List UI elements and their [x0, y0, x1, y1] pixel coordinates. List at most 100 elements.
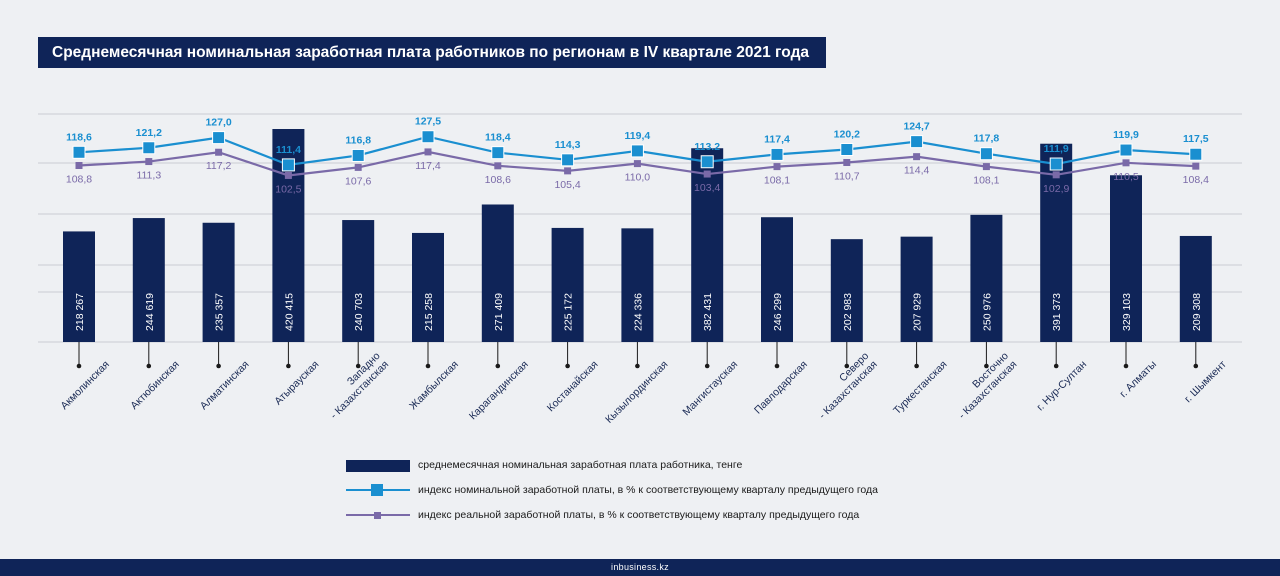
real-index-marker	[913, 153, 921, 161]
real-index-label: 107,6	[345, 175, 371, 187]
category-label: г. Нур-Султан	[1034, 358, 1089, 413]
nominal-index-marker	[72, 145, 86, 159]
bar-16	[1179, 235, 1212, 342]
nominal-index-marker	[491, 146, 505, 160]
chart-title: Среднемесячная номинальная заработная пл…	[38, 37, 826, 68]
real-index-label: 105,4	[554, 179, 580, 191]
footer-bar: inbusiness.kz	[0, 559, 1280, 576]
bar-value-label: 240 703	[353, 293, 365, 331]
bar-0	[63, 231, 95, 342]
bar-value-label: 391 373	[1051, 293, 1063, 331]
category-label: Атырауская	[272, 358, 321, 407]
real-index-label: 108,4	[1183, 174, 1209, 186]
bar-value-label: 202 983	[842, 293, 854, 331]
nominal-index-marker	[840, 143, 854, 156]
bar-value-label: 271 409	[493, 293, 505, 331]
category-tick-dot	[146, 363, 152, 369]
category-label-line: Кызылординская	[603, 358, 670, 425]
nominal-index-label: 117,8	[974, 133, 1000, 145]
real-index-marker	[1192, 162, 1200, 170]
category-label-line: Мангистауская	[680, 358, 740, 418]
category-label: Костанайская	[545, 358, 601, 414]
real-index-marker	[284, 171, 292, 179]
category-label: Западно- Казахстанская	[328, 350, 391, 422]
nominal-index-label: 111,9	[1044, 143, 1069, 155]
category-label: г. Алматы	[1117, 358, 1159, 400]
category-tick-dot	[495, 363, 501, 369]
category-tick-dot	[425, 363, 431, 369]
real-index-marker	[494, 162, 502, 170]
nominal-index-marker	[142, 141, 156, 155]
bar-value-label: 244 619	[144, 293, 156, 331]
real-index-marker	[354, 163, 362, 171]
real-index-marker	[1122, 159, 1130, 167]
nominal-index-label: 116,8	[345, 134, 371, 146]
footer-brand: inbusiness.kz	[611, 562, 669, 572]
bar-5	[412, 232, 444, 342]
category-tick-dot	[1123, 363, 1129, 369]
category-tick-dot	[1053, 363, 1059, 369]
nominal-index-marker	[1189, 147, 1203, 161]
nominal-index-marker	[630, 144, 644, 158]
category-tick-dot	[914, 363, 919, 369]
category-tick-dot	[355, 363, 361, 369]
category-label-line: Жамбылская	[407, 358, 461, 412]
category-tick-dot	[984, 363, 989, 369]
category-label: Павлодарская	[752, 358, 810, 416]
bar-value-label: 420 415	[283, 293, 295, 331]
category-label: Мангистауская	[680, 358, 740, 418]
real-index-marker	[424, 148, 432, 156]
category-label: Восточно- Казахстанская	[956, 350, 1019, 422]
real-index-label: 102,9	[1043, 183, 1069, 195]
legend-nominal-label: индекс номинальной заработной платы, в %…	[418, 484, 879, 496]
nominal-index-marker	[561, 153, 575, 167]
real-index-marker	[843, 158, 851, 166]
nominal-index-label: 121,2	[136, 127, 162, 139]
category-label-line: Акмолинская	[58, 358, 112, 412]
bar-value-label: 207 929	[912, 293, 924, 331]
legend-real-label: индекс реальной заработной платы, в % к …	[418, 509, 860, 521]
nominal-index-marker	[212, 131, 226, 145]
category-label: Северо- Казахстанская	[817, 350, 880, 422]
bar-8	[621, 228, 654, 342]
nominal-index-marker	[700, 155, 714, 169]
bar-1	[132, 218, 165, 342]
nominal-index-label: 127,5	[415, 116, 441, 128]
bar-value-label: 224 336	[632, 293, 644, 331]
nominal-index-marker	[1049, 157, 1063, 171]
real-index-marker	[982, 163, 990, 171]
real-index-marker	[145, 158, 153, 166]
nominal-index-label: 117,5	[1183, 133, 1209, 145]
nominal-index-label: 124,7	[903, 121, 929, 133]
real-index-label: 117,4	[415, 160, 441, 172]
category-tick-dot	[565, 363, 570, 369]
nominal-index-label: 117,4	[764, 133, 790, 145]
real-index-label: 108,6	[485, 174, 511, 186]
category-tick-dot	[844, 363, 850, 369]
real-index-label: 108,8	[66, 174, 92, 186]
category-label-line: г. Нур-Султан	[1034, 358, 1089, 413]
nominal-index-label: 118,6	[66, 131, 92, 143]
real-index-marker	[633, 160, 641, 168]
nominal-index-marker	[910, 135, 924, 149]
category-label: Алматинская	[198, 358, 252, 412]
real-index-marker	[564, 167, 572, 175]
real-index-marker	[215, 148, 223, 156]
real-index-label: 111,3	[136, 170, 161, 182]
bar-2	[202, 222, 235, 342]
category-label-line: Костанайская	[545, 358, 601, 414]
bar-value-label: 209 308	[1191, 293, 1203, 331]
category-label-line: Туркестанская	[891, 358, 949, 416]
bar-value-label: 246 299	[772, 293, 784, 331]
real-index-marker	[75, 162, 83, 169]
bar-11	[830, 239, 863, 342]
nominal-index-marker	[281, 158, 295, 172]
category-label: г. Шымкент	[1182, 358, 1229, 405]
category-label-line: Атырауская	[272, 358, 321, 407]
bar-15	[1110, 175, 1142, 342]
real-index-label: 102,5	[275, 183, 301, 195]
category-label-line: Павлодарская	[752, 358, 810, 416]
category-label-line: г. Алматы	[1117, 358, 1159, 400]
nominal-index-label: 119,4	[625, 130, 651, 142]
nominal-index-label: 111,4	[276, 144, 301, 156]
